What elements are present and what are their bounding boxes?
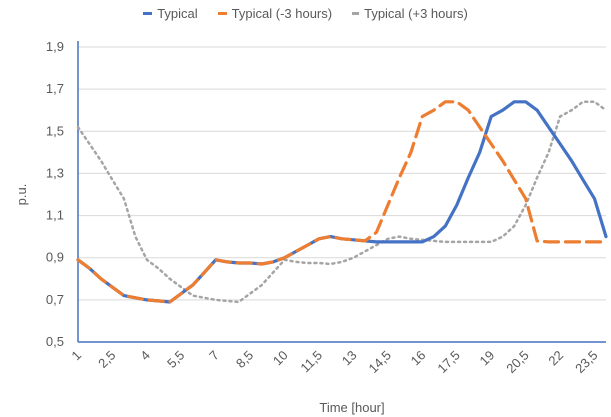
y-tick-label: 1,7: [46, 81, 64, 96]
legend-label-typical: Typical: [157, 6, 198, 21]
series-line-typical-3-hours: [76, 100, 608, 304]
x-tick-label: 22: [545, 348, 566, 369]
legend-label-typical-plus-3: Typical (+3 hours): [364, 6, 468, 21]
x-tick-label: 14,5: [366, 348, 395, 377]
legend-swatch-typical-minus-3: [217, 12, 227, 15]
legend: Typical Typical (-3 hours) Typical (+3 h…: [0, 6, 611, 21]
x-tick-label: 7: [206, 348, 222, 364]
y-tick-label: 0,7: [46, 292, 64, 307]
x-tick-label: 13: [339, 348, 360, 369]
x-tick-label: 20,5: [503, 348, 532, 377]
legend-swatch-typical-plus-3: [352, 12, 360, 15]
x-tick-label: 16: [408, 348, 429, 369]
y-tick-label: 1,1: [46, 208, 64, 223]
y-tick-label: 1,9: [46, 39, 64, 54]
y-tick-label: 1,5: [46, 123, 64, 138]
x-tick-label: 10: [270, 348, 291, 369]
x-tick-label: 19: [477, 348, 498, 369]
series-line-typical-3-hours: [76, 100, 608, 304]
x-tick-label: 23,5: [572, 348, 601, 377]
legend-swatch-typical: [143, 12, 153, 15]
legend-label-typical-minus-3: Typical (-3 hours): [231, 6, 333, 21]
x-tick-label: 8,5: [233, 348, 256, 371]
x-tick-label: 17,5: [434, 348, 463, 377]
x-tick-label: 11,5: [297, 348, 325, 376]
y-tick-label: 1,3: [46, 165, 64, 180]
x-axis-title: Time [hour]: [319, 400, 384, 415]
x-tick-label: 4: [137, 348, 153, 364]
y-axis-title: p.u.: [14, 184, 29, 206]
legend-item-typical-plus-3: Typical (+3 hours): [352, 6, 468, 21]
y-tick-label: 0,9: [46, 250, 64, 265]
x-tick-label: 5,5: [164, 348, 187, 371]
y-tick-label: 0,5: [46, 334, 64, 349]
legend-item-typical: Typical: [143, 6, 198, 21]
legend-item-typical-minus-3: Typical (-3 hours): [217, 6, 333, 21]
x-tick-label: 1: [68, 348, 84, 364]
x-tick-label: 2,5: [95, 348, 118, 371]
